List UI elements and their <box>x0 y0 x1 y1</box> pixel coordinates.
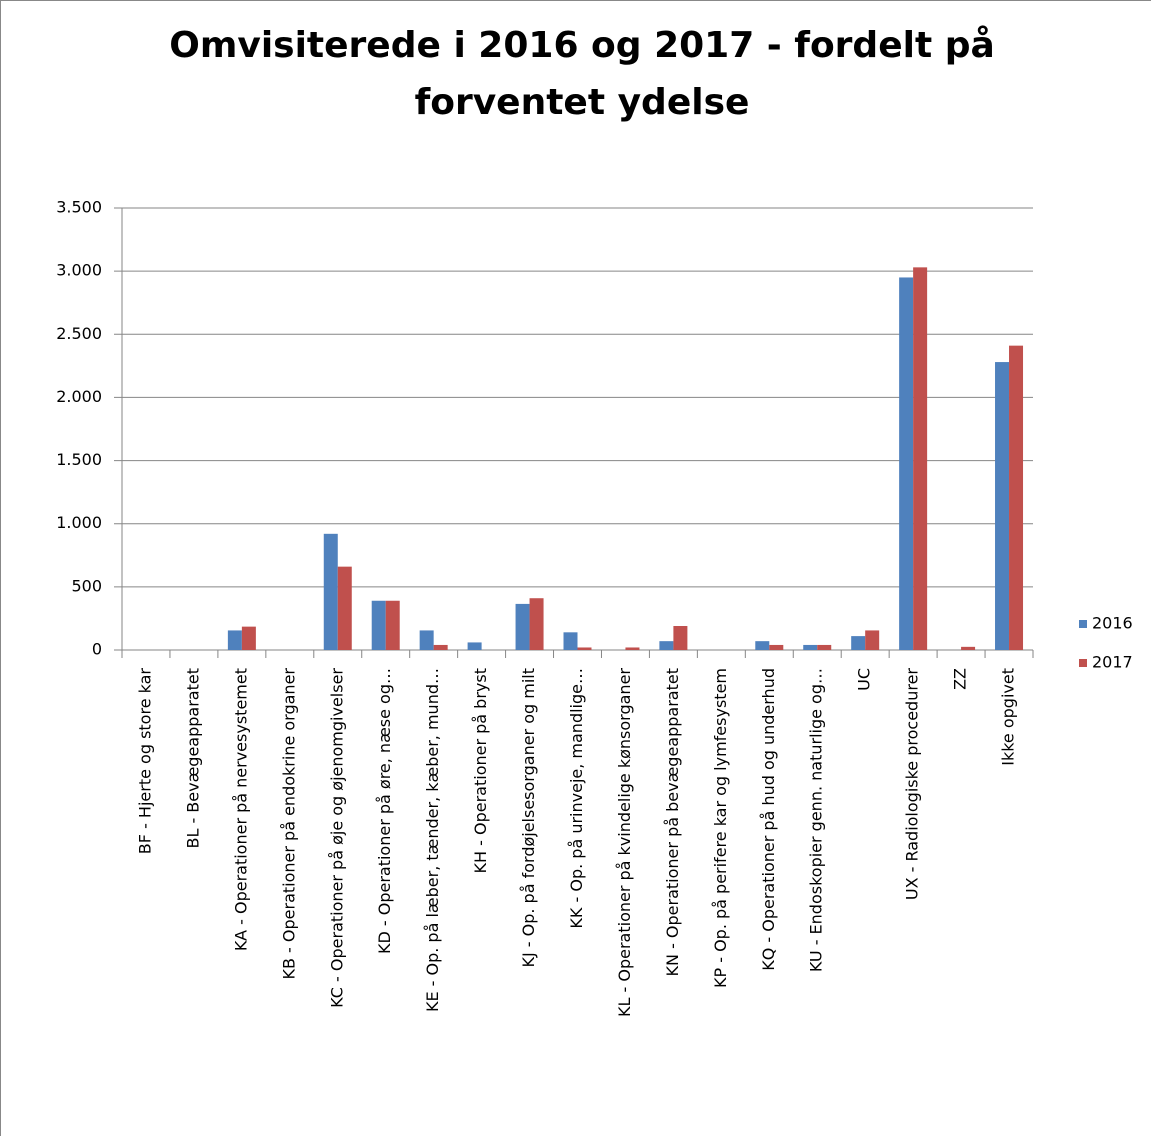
bar <box>1009 345 1024 650</box>
bar <box>241 626 256 650</box>
y-tick-label: 0 <box>92 640 102 659</box>
bar <box>899 277 914 650</box>
bar <box>769 644 784 650</box>
x-tick-label: KH - Operationer på bryst <box>471 668 490 873</box>
bar <box>323 533 338 650</box>
y-tick-label: 2.500 <box>56 324 102 343</box>
bar <box>419 630 434 650</box>
bar <box>467 642 482 650</box>
bar <box>755 641 770 650</box>
x-tick-label: BL - Bevægeapparatet <box>183 668 202 849</box>
bar <box>227 630 242 650</box>
x-tick-label: KK - Op. på urinveje, mandlige… <box>567 668 586 929</box>
x-tick-label: KJ - Op. på fordøjelsesorganer og milt <box>519 668 538 968</box>
bar <box>529 598 544 650</box>
chart-title: forventet ydelse <box>415 82 750 123</box>
x-tick-label: BF - Hjerte og store kar <box>135 668 154 855</box>
x-tick-label: KA - Operationer på nervesystemet <box>231 668 250 951</box>
bar <box>371 600 386 650</box>
x-tick-label: KN - Operationer på bevægeapparatet <box>663 668 682 976</box>
bar <box>433 644 448 650</box>
x-tick-label: KQ - Operationer på hud og underhud <box>759 668 778 971</box>
y-tick-label: 2.000 <box>56 387 102 406</box>
bar <box>803 644 818 650</box>
bar <box>995 362 1010 650</box>
y-tick-label: 3.500 <box>56 198 102 217</box>
legend-label: 2016 <box>1092 614 1133 633</box>
chart-title: Omvisiterede i 2016 og 2017 - fordelt på <box>169 25 995 66</box>
bar <box>577 647 592 650</box>
x-tick-label: ZZ <box>951 668 970 690</box>
y-tick-label: 3.000 <box>56 261 102 280</box>
x-tick-label: KD - Operationer på øre, næse og… <box>375 668 394 954</box>
bar <box>337 566 352 650</box>
y-tick-label: 500 <box>71 576 102 595</box>
bar <box>673 626 688 650</box>
x-tick-label: KL - Operationer på kvindelige kønsorgan… <box>615 668 634 1017</box>
legend-swatch <box>1079 659 1087 667</box>
y-tick-label: 1.500 <box>56 450 102 469</box>
bar <box>625 647 640 650</box>
bar <box>865 630 880 650</box>
bar <box>913 267 928 650</box>
x-tick-label: UX - Radiologiske procedurer <box>903 668 922 901</box>
x-tick-label: KP - Op. på perifere kar og lymfesystem <box>711 668 730 988</box>
x-tick-label: KC - Operationer på øje og øjenomgivelse… <box>327 668 346 1008</box>
bar <box>385 600 400 650</box>
legend-label: 2017 <box>1092 653 1133 672</box>
bar <box>817 644 832 650</box>
x-tick-label: KB - Operationer på endokrine organer <box>279 668 298 980</box>
y-tick-label: 1.000 <box>56 513 102 532</box>
x-tick-label: KU - Endoskopier genn. naturlige og… <box>807 668 826 972</box>
bar <box>515 603 530 650</box>
bar <box>961 646 976 650</box>
bar <box>563 632 578 650</box>
x-tick-label: UC <box>855 668 874 691</box>
bar <box>659 641 674 650</box>
legend-swatch <box>1079 620 1087 628</box>
bar <box>851 636 866 650</box>
x-tick-label: KE - Op. på læber, tænder, kæber, mund… <box>423 668 442 1012</box>
x-tick-label: Ikke opgivet <box>999 668 1018 766</box>
